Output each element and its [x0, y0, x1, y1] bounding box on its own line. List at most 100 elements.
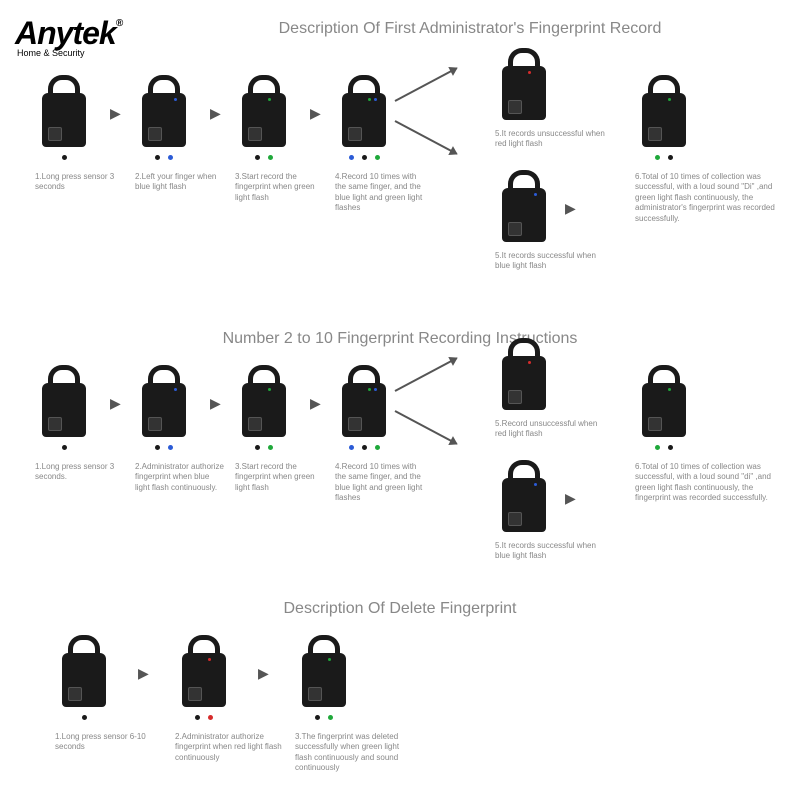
- dot: [62, 445, 67, 450]
- logo-brand: Anytek®: [15, 15, 122, 52]
- dot: [315, 715, 320, 720]
- arrow-right-icon: ▶: [310, 395, 321, 412]
- step-lock: [140, 365, 188, 437]
- padlock-icon: [500, 170, 548, 242]
- step-lock: [40, 75, 88, 147]
- arrow-right-icon: ▶: [210, 395, 221, 412]
- step-caption: 5.Record unsuccessful when red light fla…: [495, 419, 605, 440]
- dot: [362, 445, 367, 450]
- logo-reg: ®: [116, 18, 122, 29]
- step-lock: [640, 365, 688, 437]
- dot: [62, 155, 67, 160]
- step-lock: [340, 365, 388, 437]
- padlock-icon: [640, 365, 688, 437]
- arrow-diagonal-icon: [395, 120, 458, 155]
- padlock-icon: [140, 365, 188, 437]
- padlock-icon: [340, 75, 388, 147]
- step-lock: [500, 48, 548, 120]
- padlock-icon: [240, 75, 288, 147]
- padlock-icon: [300, 635, 348, 707]
- arrow-right-icon: ▶: [310, 105, 321, 122]
- step-lock: [640, 75, 688, 147]
- step-caption: 6.Total of 10 times of collection was su…: [635, 462, 775, 504]
- dot: [268, 445, 273, 450]
- arrow-diagonal-icon: [395, 410, 458, 445]
- dot: [668, 445, 673, 450]
- step-lock: [500, 338, 548, 410]
- arrow-diagonal-icon: [395, 357, 458, 392]
- step-caption: 3.Start record the fingerprint when gree…: [235, 172, 325, 203]
- indicator-dots: [60, 715, 108, 720]
- arrow-diagonal-icon: [395, 67, 458, 102]
- section2-title: Number 2 to 10 Fingerprint Recording Ins…: [0, 330, 800, 348]
- dot: [208, 715, 213, 720]
- padlock-icon: [640, 75, 688, 147]
- indicator-dots: [240, 155, 288, 160]
- dot: [268, 155, 273, 160]
- padlock-icon: [240, 365, 288, 437]
- dot: [168, 445, 173, 450]
- dot: [349, 445, 354, 450]
- step-caption: 2.Left your finger when blue light flash: [135, 172, 225, 193]
- step-lock: [60, 635, 108, 707]
- step-lock: [240, 75, 288, 147]
- indicator-dots: [640, 445, 688, 450]
- indicator-dots: [40, 445, 88, 450]
- arrow-right-icon: ▶: [210, 105, 221, 122]
- step-caption: 1.Long press sensor 3 seconds: [35, 172, 125, 193]
- dot: [155, 445, 160, 450]
- step-caption: 5.It records successful when blue light …: [495, 541, 605, 562]
- padlock-icon: [340, 365, 388, 437]
- padlock-icon: [140, 75, 188, 147]
- step-caption: 5.It records successful when blue light …: [495, 251, 605, 272]
- step-caption: 6.Total of 10 times of collection was su…: [635, 172, 775, 224]
- dot: [195, 715, 200, 720]
- step-lock: [300, 635, 348, 707]
- dot: [82, 715, 87, 720]
- step-lock: [180, 635, 228, 707]
- dot: [328, 715, 333, 720]
- indicator-dots: [140, 445, 188, 450]
- indicator-dots: [640, 155, 688, 160]
- dot: [255, 155, 260, 160]
- dot: [168, 155, 173, 160]
- section3-title: Description Of Delete Fingerprint: [0, 600, 800, 618]
- step-caption: 2.Administrator authorize fingerprint wh…: [175, 732, 285, 763]
- padlock-icon: [500, 338, 548, 410]
- dot: [255, 445, 260, 450]
- step-caption: 4.Record 10 times with the same finger, …: [335, 462, 425, 504]
- dot: [375, 155, 380, 160]
- indicator-dots: [340, 445, 388, 450]
- step-lock: [240, 365, 288, 437]
- dot: [655, 445, 660, 450]
- indicator-dots: [40, 155, 88, 160]
- step-caption: 2.Administrator authorize fingerprint wh…: [135, 462, 225, 493]
- padlock-icon: [40, 75, 88, 147]
- step-lock: [340, 75, 388, 147]
- arrow-right-icon: ▶: [565, 200, 576, 217]
- arrow-right-icon: ▶: [110, 105, 121, 122]
- step-lock: [140, 75, 188, 147]
- indicator-dots: [240, 445, 288, 450]
- dot: [349, 155, 354, 160]
- step-lock: [500, 460, 548, 532]
- step-caption: 1.Long press sensor 3 seconds.: [35, 462, 125, 483]
- arrow-right-icon: ▶: [565, 490, 576, 507]
- arrow-right-icon: ▶: [110, 395, 121, 412]
- indicator-dots: [140, 155, 188, 160]
- step-lock: [500, 170, 548, 242]
- dot: [668, 155, 673, 160]
- step-caption: 3.The fingerprint was deleted successful…: [295, 732, 405, 774]
- logo: Anytek® Home & Security: [15, 15, 122, 58]
- step-caption: 3.Start record the fingerprint when gree…: [235, 462, 325, 493]
- dot: [655, 155, 660, 160]
- padlock-icon: [500, 48, 548, 120]
- padlock-icon: [40, 365, 88, 437]
- dot: [155, 155, 160, 160]
- step-caption: 4.Record 10 times with the same finger, …: [335, 172, 425, 214]
- step-caption: 5.It records unsuccessful when red light…: [495, 129, 605, 150]
- indicator-dots: [300, 715, 348, 720]
- dot: [375, 445, 380, 450]
- padlock-icon: [180, 635, 228, 707]
- arrow-right-icon: ▶: [138, 665, 149, 682]
